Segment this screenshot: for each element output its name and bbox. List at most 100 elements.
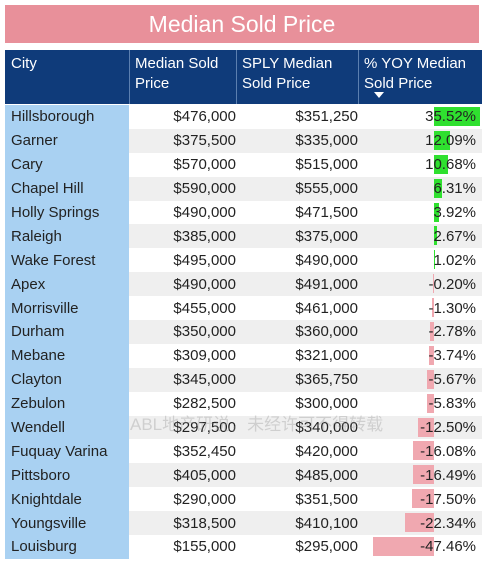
table-header: City Median Sold Price SPLY Median Sold … <box>5 50 482 104</box>
cell-median-sold-price: $490,000 <box>173 275 236 293</box>
cell-yoy-percent: -0.20% <box>358 272 482 296</box>
header-divider <box>236 50 237 104</box>
cell-yoy-percent: -16.08% <box>358 439 482 463</box>
yoy-label: -0.20% <box>428 275 476 293</box>
cell-city: Knightdale <box>5 487 129 512</box>
yoy-label: -16.08% <box>420 442 476 460</box>
yoy-data-bar <box>433 274 434 294</box>
yoy-data-bar <box>412 465 434 485</box>
table-row[interactable]: Apex $490,000 $491,000 -0.20% <box>5 272 482 297</box>
table-row[interactable]: Louisburg $155,000 $295,000 -47.46% <box>5 535 482 559</box>
cell-median-sold-price: $352,450 <box>173 442 236 460</box>
cell-yoy-percent: -16.49% <box>358 463 482 487</box>
cell-yoy-percent: 3.92% <box>358 201 482 225</box>
cell-median-sold-price: $570,000 <box>173 156 236 174</box>
cell-sply-median-sold-price: $335,000 <box>295 132 358 150</box>
cell-yoy-percent: -3.74% <box>358 344 482 368</box>
yoy-label: -17.50% <box>420 490 476 508</box>
cell-median-sold-price: $590,000 <box>173 180 236 198</box>
cell-sply-median-sold-price: $491,000 <box>295 275 358 293</box>
table-row[interactable]: Cary $570,000 $515,000 10.68% <box>5 152 482 177</box>
yoy-label: -47.46% <box>420 538 476 556</box>
table-row[interactable]: Holly Springs $490,000 $471,500 3.92% <box>5 200 482 225</box>
cell-city: Chapel Hill <box>5 176 129 201</box>
table-row[interactable]: Zebulon $282,500 $300,000 -5.83% <box>5 391 482 416</box>
cell-city: Louisburg <box>5 535 129 559</box>
table-row[interactable]: Mebane $309,000 $321,000 -3.74% <box>5 343 482 368</box>
cell-median-sold-price: $282,500 <box>173 395 236 413</box>
cell-city: Fuquay Varina <box>5 439 129 464</box>
yoy-data-bar <box>432 298 434 318</box>
cell-sply-median-sold-price: $351,250 <box>295 108 358 126</box>
yoy-data-bar <box>434 107 480 126</box>
header-divider <box>358 50 359 104</box>
header-divider <box>129 50 130 104</box>
cell-city: Hillsborough <box>5 105 129 129</box>
header-median-sold-price[interactable]: Median Sold Price <box>135 55 219 92</box>
table-row[interactable]: Fuquay Varina $352,450 $420,000 -16.08% <box>5 439 482 464</box>
cell-sply-median-sold-price: $375,000 <box>295 227 358 245</box>
table-row[interactable]: Pittsboro $405,000 $485,000 -16.49% <box>5 463 482 488</box>
cell-sply-median-sold-price: $321,000 <box>295 347 358 365</box>
cell-median-sold-price: $318,500 <box>173 514 236 532</box>
table-row[interactable]: Hillsborough $476,000 $351,250 35.52% <box>5 105 482 129</box>
cell-median-sold-price: $476,000 <box>173 108 236 126</box>
cell-city: Clayton <box>5 367 129 392</box>
yoy-label: -1.30% <box>428 299 476 317</box>
cell-sply-median-sold-price: $420,000 <box>295 442 358 460</box>
table-row[interactable]: Durham $350,000 $360,000 -2.78% <box>5 320 482 344</box>
yoy-data-bar <box>373 537 434 557</box>
cell-city: Mebane <box>5 343 129 368</box>
cell-median-sold-price: $490,000 <box>173 204 236 221</box>
table-row[interactable]: Clayton $345,000 $365,750 -5.67% <box>5 367 482 392</box>
table-title: Median Sold Price <box>5 5 479 43</box>
cell-median-sold-price: $309,000 <box>173 347 236 365</box>
sort-descending-icon[interactable] <box>374 92 384 98</box>
cell-yoy-percent: 10.68% <box>358 153 482 177</box>
table-row[interactable]: Chapel Hill $590,000 $555,000 6.31% <box>5 176 482 201</box>
cell-yoy-percent: -22.34% <box>358 511 482 535</box>
cell-city: Wake Forest <box>5 248 129 273</box>
cell-median-sold-price: $375,500 <box>173 132 236 150</box>
cell-sply-median-sold-price: $461,000 <box>295 299 358 317</box>
table-row[interactable]: Morrisville $455,000 $461,000 -1.30% <box>5 296 482 321</box>
cell-yoy-percent: -1.30% <box>358 296 482 320</box>
cell-city: Cary <box>5 152 129 177</box>
cell-yoy-percent: 6.31% <box>358 177 482 201</box>
table-row[interactable]: Wendell $297,500 $340,000 -12.50% <box>5 415 482 440</box>
cell-sply-median-sold-price: $360,000 <box>295 323 358 341</box>
cell-sply-median-sold-price: $485,000 <box>295 466 358 484</box>
cell-city: Garner <box>5 128 129 153</box>
cell-city: Morrisville <box>5 296 129 321</box>
cell-median-sold-price: $385,000 <box>173 227 236 245</box>
cell-median-sold-price: $290,000 <box>173 490 236 508</box>
header-sply-median-sold-price[interactable]: SPLY Median Sold Price <box>242 55 333 92</box>
yoy-label: -3.74% <box>428 347 476 365</box>
cell-yoy-percent: -5.83% <box>358 392 482 416</box>
cell-yoy-percent: 12.09% <box>358 129 482 153</box>
table-row[interactable]: Garner $375,500 $335,000 12.09% <box>5 128 482 153</box>
table-row[interactable]: Knightdale $290,000 $351,500 -17.50% <box>5 487 482 512</box>
yoy-label: -5.67% <box>428 371 476 389</box>
yoy-label: -2.78% <box>428 323 476 341</box>
yoy-data-bar <box>426 393 434 413</box>
cell-yoy-percent: -12.50% <box>358 416 482 440</box>
header-yoy-median-sold-price[interactable]: % YOY Median Sold Price <box>364 55 467 92</box>
cell-sply-median-sold-price: $365,750 <box>295 371 358 389</box>
table-row[interactable]: Wake Forest $495,000 $490,000 1.02% <box>5 248 482 273</box>
yoy-data-bar <box>434 250 436 270</box>
yoy-data-bar <box>430 322 434 342</box>
cell-city: Apex <box>5 272 129 297</box>
cell-sply-median-sold-price: $351,500 <box>295 490 358 508</box>
cell-yoy-percent: -2.78% <box>358 320 482 344</box>
cell-yoy-percent: 35.52% <box>358 105 482 129</box>
cell-median-sold-price: $455,000 <box>173 299 236 317</box>
yoy-label: 1.02% <box>433 251 476 269</box>
yoy-data-bar <box>411 489 434 509</box>
yoy-data-bar <box>434 130 450 150</box>
header-city[interactable]: City <box>11 55 37 72</box>
table-row[interactable]: Youngsville $318,500 $410,100 -22.34% <box>5 511 482 536</box>
table-row[interactable]: Raleigh $385,000 $375,000 2.67% <box>5 224 482 249</box>
cell-sply-median-sold-price: $515,000 <box>295 156 358 174</box>
cell-median-sold-price: $155,000 <box>173 538 236 556</box>
